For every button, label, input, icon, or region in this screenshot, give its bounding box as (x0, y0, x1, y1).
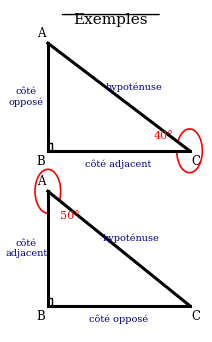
Text: Exemples: Exemples (74, 13, 148, 27)
Text: côté
adjacent: côté adjacent (5, 239, 47, 258)
Text: côté
opposé: côté opposé (9, 87, 44, 107)
Text: côté opposé: côté opposé (89, 314, 148, 324)
Text: hypoténuse: hypoténuse (106, 82, 163, 92)
Text: côté adjacent: côté adjacent (85, 159, 152, 169)
Text: C: C (191, 155, 200, 168)
Text: C: C (191, 310, 200, 323)
Text: B: B (37, 310, 45, 323)
Text: 50°: 50° (60, 211, 79, 221)
Text: A: A (37, 27, 45, 40)
Text: 40°: 40° (154, 131, 174, 141)
Text: A: A (37, 175, 45, 188)
Text: hypoténuse: hypoténuse (102, 234, 159, 243)
Text: B: B (37, 155, 45, 168)
